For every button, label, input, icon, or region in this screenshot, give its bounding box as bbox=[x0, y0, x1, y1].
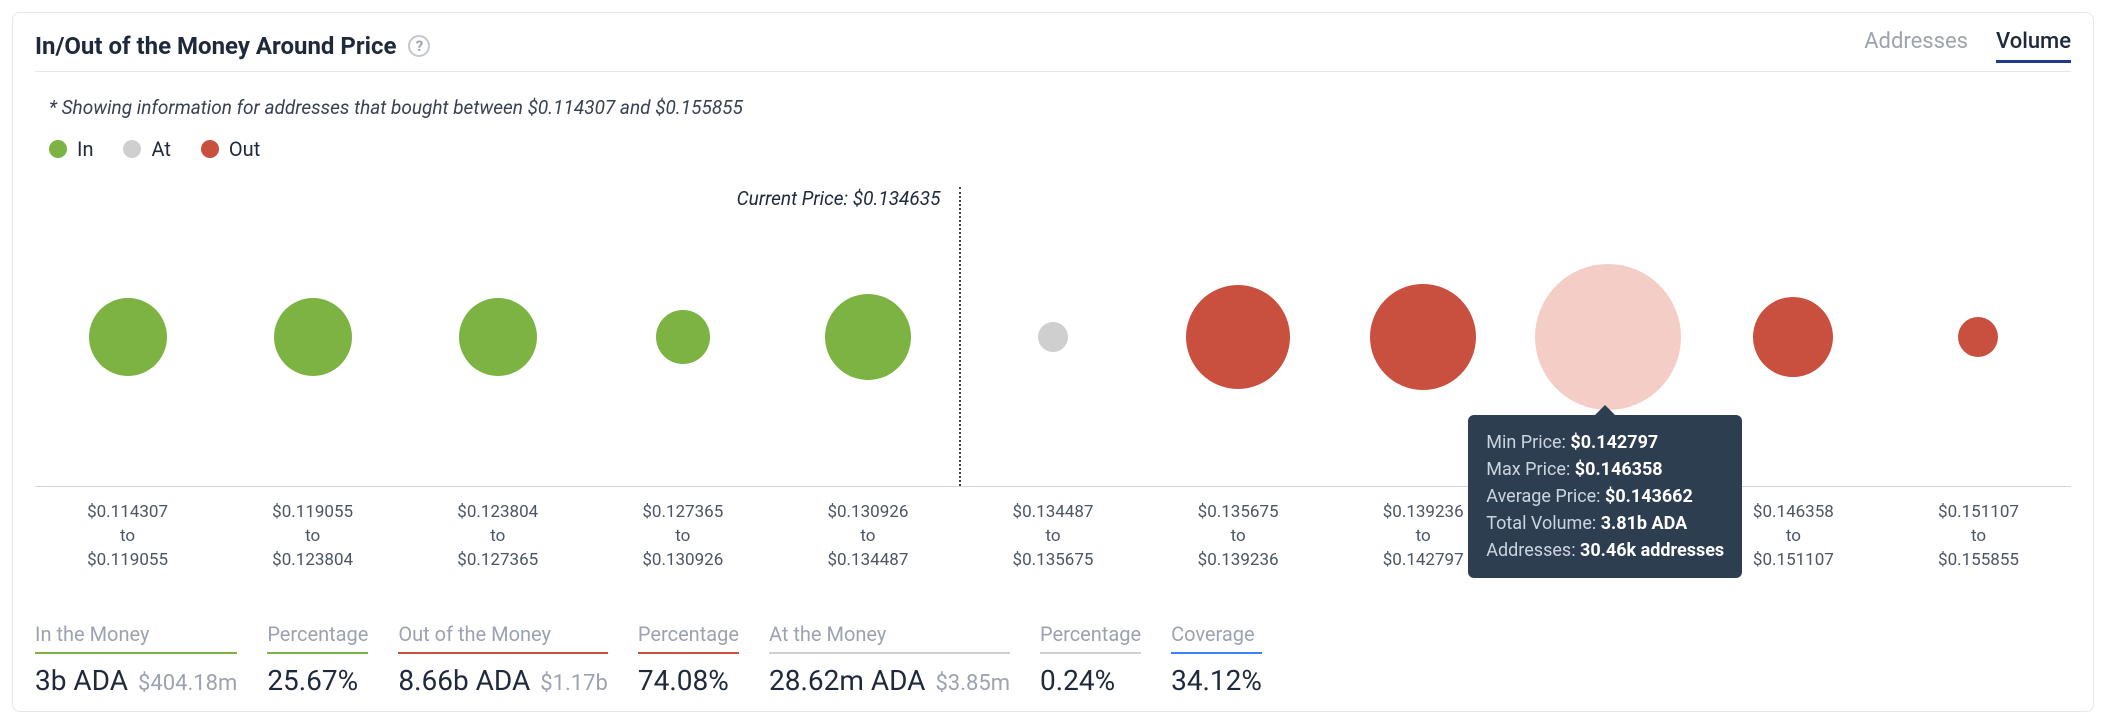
bubble-at[interactable] bbox=[1038, 322, 1068, 352]
card-title: In/Out of the Money Around Price ? bbox=[35, 32, 430, 60]
bubble-col bbox=[1146, 187, 1331, 486]
stats-row: In the Money 3b ADA $404.18m Percentage 25.6… bbox=[35, 622, 2071, 697]
stat-value-main: 0.24% bbox=[1040, 664, 1115, 697]
stat-value-main: 25.67% bbox=[267, 664, 358, 697]
x-axis-label: $0.114307to$0.119055 bbox=[35, 501, 220, 572]
x-axis-label: $0.130926to$0.134487 bbox=[775, 501, 960, 572]
stat-block: Percentage 25.67% bbox=[267, 622, 368, 697]
legend-out: Out bbox=[201, 137, 260, 161]
bubble-tooltip: Min Price: $0.142797Max Price: $0.146358… bbox=[1468, 415, 1742, 578]
stat-block: In the Money 3b ADA $404.18m bbox=[35, 622, 237, 697]
tab-addresses[interactable]: Addresses bbox=[1864, 29, 1968, 63]
bubble-in[interactable] bbox=[89, 298, 167, 376]
bubble-out[interactable] bbox=[1958, 317, 1998, 357]
tabs: Addresses Volume bbox=[1864, 29, 2071, 63]
bubble-col bbox=[1886, 187, 2071, 486]
legend-label-in: In bbox=[77, 137, 93, 161]
bubble-chart: Current Price: $0.134635 Min Price: $0.1… bbox=[35, 187, 2071, 487]
stat-value-main: 8.66b ADA bbox=[398, 664, 530, 697]
bubble-halo bbox=[1535, 264, 1681, 410]
x-axis-label: $0.127365to$0.130926 bbox=[590, 501, 775, 572]
bubble-in[interactable] bbox=[656, 310, 710, 364]
stat-block: Coverage 34.12% bbox=[1171, 622, 1262, 697]
stat-label: Percentage bbox=[638, 622, 739, 654]
tab-volume[interactable]: Volume bbox=[1996, 29, 2071, 63]
x-axis-label: $0.119055to$0.123804 bbox=[220, 501, 405, 572]
stat-value: 3b ADA $404.18m bbox=[35, 664, 237, 697]
bubble-in[interactable] bbox=[825, 294, 911, 380]
stat-value-sub: $1.17b bbox=[540, 671, 608, 696]
stat-block: At the Money 28.62m ADA $3.85m bbox=[769, 622, 1010, 697]
bubble-out[interactable] bbox=[1370, 284, 1476, 390]
legend-at: At bbox=[123, 137, 170, 161]
help-icon[interactable]: ? bbox=[408, 35, 430, 57]
stat-label: At the Money bbox=[769, 622, 1010, 654]
stat-value: 8.66b ADA $1.17b bbox=[398, 664, 608, 697]
legend-dot-at bbox=[123, 140, 141, 158]
title-text: In/Out of the Money Around Price bbox=[35, 32, 396, 60]
stat-block: Percentage 0.24% bbox=[1040, 622, 1141, 697]
bubble-out[interactable] bbox=[1186, 285, 1290, 389]
bubble-col bbox=[405, 187, 590, 486]
bubble-out[interactable] bbox=[1753, 297, 1833, 377]
bubble-col bbox=[590, 187, 775, 486]
stat-value-sub: $404.18m bbox=[138, 671, 237, 696]
x-axis-label: $0.135675to$0.139236 bbox=[1146, 501, 1331, 572]
stat-value-sub: $3.85m bbox=[935, 671, 1010, 696]
stat-value-main: 74.08% bbox=[638, 664, 729, 697]
stat-value-main: 3b ADA bbox=[35, 664, 128, 697]
x-axis-label: $0.134487to$0.135675 bbox=[960, 501, 1145, 572]
stat-label: Percentage bbox=[1040, 622, 1141, 654]
bubble-col bbox=[960, 187, 1145, 486]
legend-dot-out bbox=[201, 140, 219, 158]
stat-block: Out of the Money 8.66b ADA $1.17b bbox=[398, 622, 608, 697]
stat-value-main: 28.62m ADA bbox=[769, 664, 925, 697]
legend-label-out: Out bbox=[229, 137, 260, 161]
stat-value-main: 34.12% bbox=[1171, 664, 1262, 697]
stat-label: In the Money bbox=[35, 622, 237, 654]
range-note: * Showing information for addresses that… bbox=[49, 96, 2071, 119]
stat-value: 25.67% bbox=[267, 664, 368, 697]
bubble-col bbox=[775, 187, 960, 486]
stat-block: Percentage 74.08% bbox=[638, 622, 739, 697]
header-row: In/Out of the Money Around Price ? Addre… bbox=[35, 29, 2071, 72]
stat-value: 28.62m ADA $3.85m bbox=[769, 664, 1010, 697]
stat-value: 74.08% bbox=[638, 664, 739, 697]
bubble-in[interactable] bbox=[459, 298, 537, 376]
x-axis-label: $0.123804to$0.127365 bbox=[405, 501, 590, 572]
x-axis-label: $0.151107to$0.155855 bbox=[1886, 501, 2071, 572]
bubble-col bbox=[35, 187, 220, 486]
stat-label: Percentage bbox=[267, 622, 368, 654]
iomap-card: In/Out of the Money Around Price ? Addre… bbox=[12, 12, 2094, 712]
legend-in: In bbox=[49, 137, 93, 161]
legend: In At Out bbox=[49, 137, 2071, 161]
bubble-row bbox=[35, 187, 2071, 486]
bubble-in[interactable] bbox=[274, 298, 352, 376]
stat-label: Out of the Money bbox=[398, 622, 608, 654]
bubble-col bbox=[220, 187, 405, 486]
legend-dot-in bbox=[49, 140, 67, 158]
legend-label-at: At bbox=[151, 137, 170, 161]
stat-value: 34.12% bbox=[1171, 664, 1262, 697]
stat-label: Coverage bbox=[1171, 622, 1262, 654]
x-axis-labels: $0.114307to$0.119055$0.119055to$0.123804… bbox=[35, 501, 2071, 572]
stat-value: 0.24% bbox=[1040, 664, 1141, 697]
